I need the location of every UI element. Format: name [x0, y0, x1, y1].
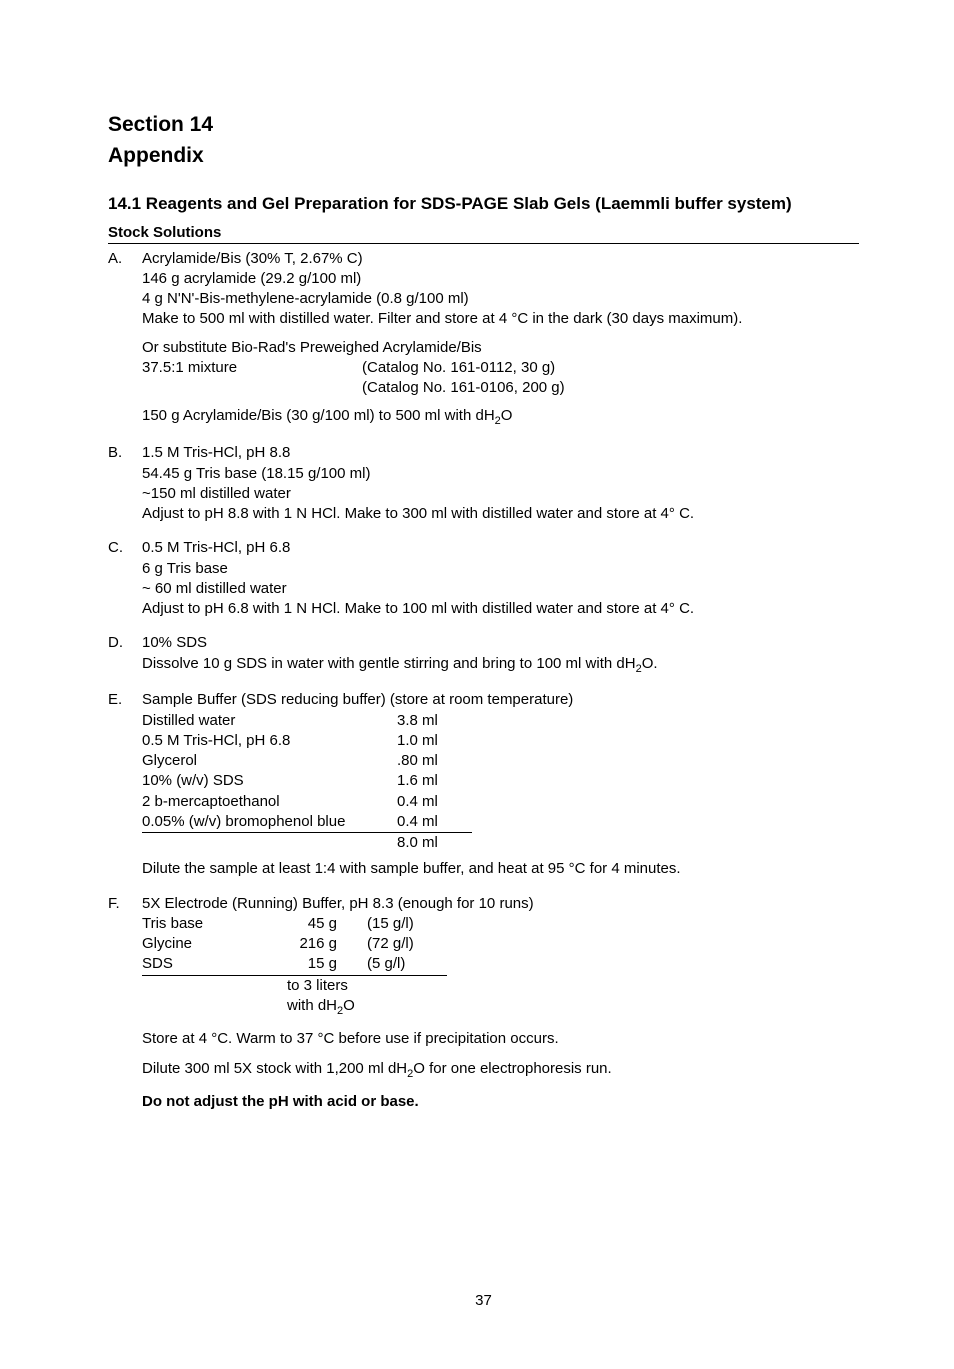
entry-letter: E. — [108, 690, 142, 879]
text-line: Sample Buffer (SDS reducing buffer) (sto… — [142, 690, 859, 710]
text-line: Acrylamide/Bis (30% T, 2.67% C) — [142, 249, 859, 269]
text-line: 5X Electrode (Running) Buffer, pH 8.3 (e… — [142, 894, 859, 914]
text-line: Or substitute Bio-Rad's Preweighed Acryl… — [142, 338, 859, 358]
sample-buffer-table: Distilled water3.8 ml 0.5 M Tris-HCl, pH… — [142, 711, 472, 854]
entry-b: B. 1.5 M Tris-HCl, pH 8.8 54.45 g Tris b… — [108, 443, 859, 524]
table-cell: Glycerol — [142, 751, 397, 771]
text-line: (Catalog No. 161-0106, 200 g) — [362, 378, 859, 398]
entry-letter: A. — [108, 249, 142, 430]
table-cell — [142, 975, 287, 1019]
section-title: Appendix — [108, 141, 859, 170]
text-line: 150 g Acrylamide/Bis (30 g/100 ml) to 50… — [142, 406, 859, 429]
text-line: Dissolve 10 g SDS in water with gentle s… — [142, 654, 859, 677]
text-line: ~150 ml distilled water — [142, 484, 859, 504]
table-cell: 15 g — [287, 954, 367, 975]
text-line: Do not adjust the pH with acid or base. — [142, 1092, 859, 1112]
text-line: Dilute the sample at least 1:4 with samp… — [142, 859, 859, 879]
entry-e: E. Sample Buffer (SDS reducing buffer) (… — [108, 690, 859, 879]
table-cell: 0.4 ml — [397, 792, 472, 812]
subsection-title: 14.1 Reagents and Gel Preparation for SD… — [108, 193, 859, 216]
text-line: 6 g Tris base — [142, 559, 859, 579]
entry-letter: C. — [108, 538, 142, 619]
entry-c: C. 0.5 M Tris-HCl, pH 6.8 6 g Tris base … — [108, 538, 859, 619]
table-cell: to 3 liters with dH2O — [287, 975, 367, 1019]
entry-letter: B. — [108, 443, 142, 524]
text-line: 146 g acrylamide (29.2 g/100 ml) — [142, 269, 859, 289]
text-line: 1.5 M Tris-HCl, pH 8.8 — [142, 443, 859, 463]
table-cell: Glycine — [142, 934, 287, 954]
table-cell: 3.8 ml — [397, 711, 472, 731]
table-cell: Distilled water — [142, 711, 397, 731]
table-cell: 216 g — [287, 934, 367, 954]
table-cell: Tris base — [142, 914, 287, 934]
table-cell: SDS — [142, 954, 287, 975]
page-number: 37 — [108, 1292, 859, 1309]
table-cell: 10% (w/v) SDS — [142, 771, 397, 791]
table-cell: 1.0 ml — [397, 731, 472, 751]
text-line: Make to 500 ml with distilled water. Fil… — [142, 309, 859, 329]
text-line: Adjust to pH 8.8 with 1 N HCl. Make to 3… — [142, 504, 859, 524]
text-line: Adjust to pH 6.8 with 1 N HCl. Make to 1… — [142, 599, 859, 619]
table-cell: .80 ml — [397, 751, 472, 771]
text-line: 37.5:1 mixture — [142, 358, 362, 399]
text-line: (Catalog No. 161-0112, 30 g) — [362, 358, 859, 378]
entry-letter: F. — [108, 894, 142, 1112]
table-cell: 1.6 ml — [397, 771, 472, 791]
table-cell — [142, 833, 397, 854]
table-cell: (72 g/l) — [367, 934, 447, 954]
table-cell: (15 g/l) — [367, 914, 447, 934]
text-line: 4 g N'N'-Bis-methylene-acrylamide (0.8 g… — [142, 289, 859, 309]
section-number: Section 14 — [108, 110, 859, 139]
stock-solutions-heading: Stock Solutions — [108, 224, 859, 241]
table-cell: 0.5 M Tris-HCl, pH 6.8 — [142, 731, 397, 751]
entry-f: F. 5X Electrode (Running) Buffer, pH 8.3… — [108, 894, 859, 1112]
table-cell: 8.0 ml — [397, 833, 472, 854]
table-cell: 45 g — [287, 914, 367, 934]
page: Section 14 Appendix 14.1 Reagents and Ge… — [0, 0, 954, 1369]
entry-d: D. 10% SDS Dissolve 10 g SDS in water wi… — [108, 633, 859, 676]
table-cell: 2 b-mercaptoethanol — [142, 792, 397, 812]
text-line: 0.5 M Tris-HCl, pH 6.8 — [142, 538, 859, 558]
text-line: 54.45 g Tris base (18.15 g/100 ml) — [142, 464, 859, 484]
entry-a: A. Acrylamide/Bis (30% T, 2.67% C) 146 g… — [108, 249, 859, 430]
running-buffer-table: Tris base 45 g (15 g/l) Glycine 216 g (7… — [142, 914, 447, 1019]
text-line: ~ 60 ml distilled water — [142, 579, 859, 599]
text-line: 10% SDS — [142, 633, 859, 653]
table-cell: 0.4 ml — [397, 812, 472, 833]
divider — [108, 243, 859, 244]
text-line: Dilute 300 ml 5X stock with 1,200 ml dH2… — [142, 1059, 859, 1082]
table-cell: 0.05% (w/v) bromophenol blue — [142, 812, 397, 833]
entry-letter: D. — [108, 633, 142, 676]
table-cell: (5 g/l) — [367, 954, 447, 975]
text-line: Store at 4 °C. Warm to 37 °C before use … — [142, 1029, 859, 1049]
